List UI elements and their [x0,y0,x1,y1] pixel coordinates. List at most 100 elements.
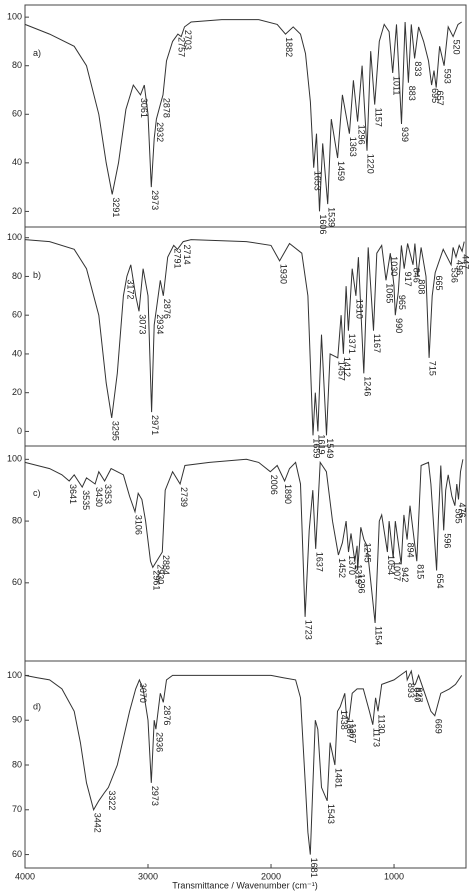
panel-label: a) [33,48,41,58]
peak-label: 815 [415,564,425,579]
peak-label: 2932 [155,122,165,142]
peak-label: 695 [430,88,440,103]
peak-label: 1310 [355,299,365,319]
panel-label: d) [33,702,41,712]
peak-label: 505 [454,509,464,524]
peak-label: 1296 [356,573,366,593]
peak-label: 593 [443,69,453,84]
peak-label: 2006 [269,475,279,495]
peak-label: 1319 [353,564,363,584]
peak-label: 942 [400,567,410,582]
peak-label: 1296 [356,125,366,145]
peak-label: 1619 [317,434,327,454]
peak-label: 596 [442,533,452,548]
peak-label: 2703 [183,30,193,50]
peak-label: 1438 [339,710,349,730]
peak-label: 3070 [138,683,148,703]
peak-label: 2971 [150,415,160,435]
peak-label: 893 [406,683,416,698]
peak-label: 1387 [345,719,355,739]
plot-frame [24,4,467,869]
peak-label: 447 [461,254,471,269]
peak-label: 3442 [92,813,102,833]
peak-label: 965 [397,295,407,310]
peak-label: 536 [450,268,460,283]
y-tick-label: 80 [12,60,22,70]
peak-label: 1452 [337,558,347,578]
x-tick-label: 3000 [138,871,158,881]
peak-label: 2961 [151,570,161,590]
peak-label: 833 [413,61,423,76]
peak-label: 883 [407,86,417,101]
peak-label: 840 [412,687,422,702]
peak-label: 3172 [125,279,135,299]
peak-label: 2714 [182,245,192,265]
peak-label: 1549 [325,438,335,458]
peak-label: 3073 [138,314,148,334]
peak-label: 827 [414,687,424,702]
y-tick-label: 40 [12,157,22,167]
peak-label: 1653 [312,171,322,191]
spectrum-line [24,669,463,855]
y-tick-label: 60 [12,849,22,859]
peak-label: 1007 [392,561,402,581]
y-tick-label: 100 [7,454,22,464]
peak-label: 2757 [177,37,187,57]
peak-label: 1457 [336,361,346,381]
peak-label: 1659 [312,438,322,458]
peak-label: 990 [394,318,404,333]
peak-label: 1723 [304,620,314,640]
peak-label: 1220 [366,154,376,174]
peak-label: 1882 [284,37,294,57]
peak-label: 1459 [336,161,346,181]
peak-label: 846 [412,268,422,283]
peak-label: 917 [403,272,413,287]
peak-label: 3641 [68,484,78,504]
peak-label: 1543 [326,804,336,824]
peak-label: 1030 [389,256,399,276]
peak-label: 1246 [362,376,372,396]
peak-label: 2973 [150,786,160,806]
peak-label: 476 [457,502,467,517]
peak-label: 2930 [155,564,165,584]
peak-label: 1412 [342,357,352,377]
y-tick-label: 60 [12,109,22,119]
peak-label: 1167 [372,334,382,353]
x-tick-label: 4000 [15,871,35,881]
y-tick-label: 80 [12,515,22,525]
spectrum-line [24,458,464,624]
peak-label: 2878 [162,98,172,118]
peak-label: 3061 [139,98,149,118]
peak-label: 669 [433,719,443,734]
peak-label: 715 [428,361,438,376]
y-tick-label: 60 [12,577,22,587]
peak-label: 1890 [283,484,293,504]
peak-label: 1637 [314,552,324,572]
peak-label: 2934 [155,314,165,334]
y-tick-label: 20 [12,387,22,397]
peak-label: 1011 [391,76,401,95]
y-tick-label: 60 [12,310,22,320]
peak-label: 3535 [81,490,91,510]
peak-label: 1245 [363,543,373,563]
peak-label: 2973 [150,190,160,210]
peak-label: 3291 [111,197,121,217]
y-tick-label: 80 [12,759,22,769]
peak-label: 2876 [162,299,172,319]
y-tick-label: 90 [12,715,22,725]
y-tick-label: 40 [12,348,22,358]
peak-label: 3322 [107,790,117,810]
x-tick-label: 1000 [384,871,404,881]
peak-label: 665 [434,276,444,291]
peak-label: 1539 [326,207,336,227]
y-tick-label: 100 [7,12,22,22]
peak-label: 654 [435,573,445,588]
peak-label: 939 [400,127,410,142]
x-axis-label: Transmittance / Wavenumber (cm⁻¹) [172,880,318,890]
peak-label: 1054 [386,555,396,575]
peak-label: 1930 [278,264,288,284]
peak-label: 2791 [172,248,182,268]
y-tick-label: 80 [12,271,22,281]
y-tick-label: 0 [17,426,22,436]
